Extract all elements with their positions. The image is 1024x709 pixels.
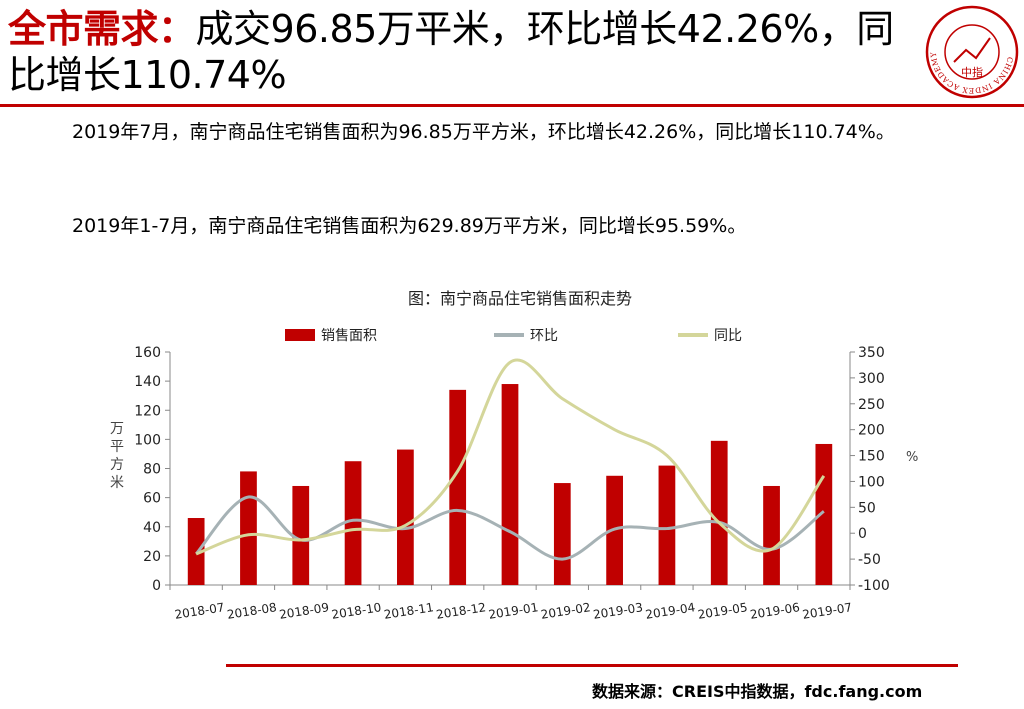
logo-center-text: 中指 <box>961 65 983 79</box>
y-tick-label: 120 <box>134 403 161 419</box>
china-index-academy-logo-icon: CHINA INDEX ACADEMY 中指 <box>925 5 1019 99</box>
x-tick-label: 2019-02 <box>540 600 592 622</box>
x-tick-label: 2019-01 <box>488 600 540 622</box>
y-tick-label: 160 <box>134 345 161 361</box>
line-yoy <box>195 358 826 556</box>
x-tick-label: 2018-10 <box>331 600 383 622</box>
y-axis-label-char: 万 <box>110 421 124 437</box>
y-tick-label: 60 <box>143 491 161 507</box>
y2-tick-label: 200 <box>858 423 885 439</box>
y-tick-label: 140 <box>134 374 161 390</box>
bar <box>815 443 833 585</box>
x-tick-label: 2018-07 <box>174 600 226 622</box>
bar <box>501 384 519 585</box>
bar <box>763 485 780 585</box>
bar <box>240 471 257 585</box>
chart-legend: 销售面积 环比 同比 <box>285 328 742 344</box>
x-axis: 2018-07 2018-08 2018-09 2018-10 2018-11 2018-… <box>169 584 853 622</box>
y2-tick-label: 300 <box>858 371 885 387</box>
title-highlight: 全市需求： <box>8 7 196 51</box>
y-tick-label: 80 <box>143 462 161 478</box>
line-series <box>195 358 826 561</box>
sales-area-chart: 图：南宁商品住宅销售面积走势 销售面积 环比 同比 0 20 40 60 80 100 120 1… <box>110 289 918 622</box>
y-tick-label: 40 <box>143 520 161 536</box>
legend-label: 环比 <box>530 328 558 344</box>
x-tick-label: 2018-09 <box>278 600 330 622</box>
y-tick-label: 100 <box>134 432 161 448</box>
paragraph-ytd: 2019年1-7月，南宁商品住宅销售面积为629.89万平方米，同比增长95.5… <box>72 215 747 237</box>
y2-tick-label: 50 <box>858 500 876 516</box>
chart-title: 图：南宁商品住宅销售面积走势 <box>408 289 632 308</box>
footer-divider <box>226 664 958 667</box>
paragraph-monthly: 2019年7月，南宁商品住宅销售面积为96.85万平方米，环比增长42.26%，… <box>72 121 895 143</box>
y2-tick-label: 100 <box>858 474 885 490</box>
y-axis-left: 0 20 40 60 80 100 120 140 160 <box>134 345 171 594</box>
y-axis-label-char: 方 <box>110 457 124 473</box>
x-tick-label: 2019-05 <box>697 600 749 622</box>
x-tick-label: 2018-11 <box>383 600 435 622</box>
legend-label: 销售面积 <box>321 328 377 344</box>
bar <box>344 461 362 585</box>
x-tick-label: 2019-04 <box>644 600 696 622</box>
y2-tick-label: 250 <box>858 397 885 413</box>
y2-tick-label: 350 <box>858 345 885 361</box>
x-tick-label: 2018-08 <box>226 600 278 622</box>
legend-swatch-bar <box>285 329 315 341</box>
x-tick-label: 2019-07 <box>801 600 853 622</box>
y2-tick-label: -50 <box>858 552 881 568</box>
y-axis-label-char: 米 <box>110 475 124 491</box>
bar <box>710 440 728 585</box>
y2-tick-label: -100 <box>858 578 890 594</box>
bar <box>292 485 310 585</box>
data-source: 数据来源：CREIS中指数据，fdc.fang.com <box>592 682 923 701</box>
page-title: 全市需求：成交96.85万平米，环比增长42.26%，同比增长110.74% <box>8 6 908 98</box>
y-axis-label: 万平方米 <box>110 421 124 491</box>
x-tick-label: 2019-06 <box>749 600 801 622</box>
bar <box>553 483 571 585</box>
bar <box>397 449 414 585</box>
title-divider <box>0 104 1024 107</box>
y-tick-label: 0 <box>152 578 161 594</box>
legend-label: 同比 <box>714 328 742 344</box>
y-axis-right: -100 -50 0 50 100 150 200 250 300 350 <box>849 345 890 594</box>
y2-tick-label: 0 <box>858 526 867 542</box>
y2-axis-label: % <box>906 450 918 465</box>
bar <box>187 518 205 585</box>
x-tick-label: 2018-12 <box>435 600 487 622</box>
y-tick-label: 20 <box>143 549 161 565</box>
y2-tick-label: 150 <box>858 449 885 465</box>
y-axis-label-char: 平 <box>110 439 124 455</box>
bar-series <box>187 384 833 585</box>
x-tick-label: 2019-03 <box>592 600 644 622</box>
title-rest: 成交96.85万平米，环比增长42.26%，同比增长110.74% <box>8 7 894 97</box>
bar <box>658 465 676 585</box>
bar <box>449 389 467 585</box>
